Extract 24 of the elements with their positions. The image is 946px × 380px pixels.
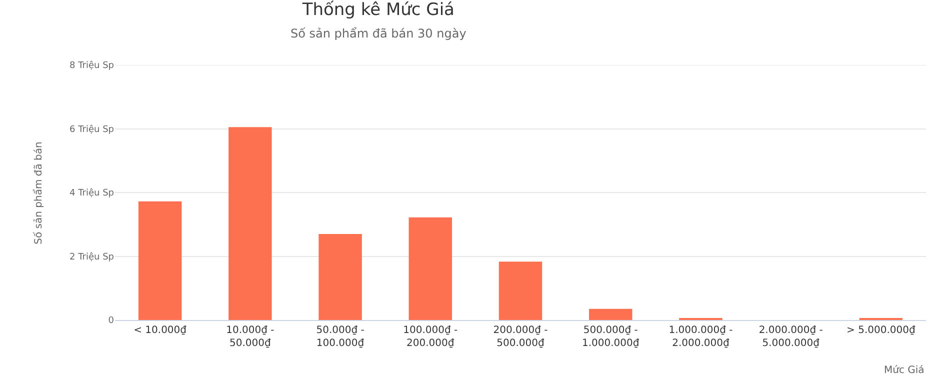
bar — [228, 127, 272, 320]
x-tick-label: 50.000₫ - 100.000₫ — [316, 325, 365, 349]
x-tick-label: 10.000₫ - 50.000₫ — [226, 325, 275, 349]
y-axis-title: Số sản phẩm đã bán — [32, 142, 44, 244]
x-tick-label: 500.000₫ - 1.000.000₫ — [582, 325, 640, 349]
y-tick-label: 0 — [108, 316, 114, 326]
x-tick-label: > 5.000.000₫ — [846, 325, 916, 336]
bar — [138, 201, 182, 320]
bar — [408, 217, 452, 320]
bar — [318, 234, 362, 320]
y-tick-label: 6 Triệu Sp — [70, 124, 114, 135]
x-tick-label: 100.000₫ - 200.000₫ — [403, 325, 458, 349]
bar — [498, 262, 542, 320]
x-tick-label: 200.000₫ - 500.000₫ — [493, 325, 548, 349]
y-tick-label: 8 Triệu Sp — [70, 60, 114, 72]
x-tick-label: 1.000.000₫ - 2.000.000₫ — [668, 325, 734, 349]
chart-title: Thống kê Mức Giá — [301, 0, 454, 20]
x-tick-label: < 10.000₫ — [134, 325, 188, 336]
x-axis-title: Mức Giá — [884, 365, 924, 376]
x-tick-label: 2.000.000₫ - 5.000.000₫ — [758, 325, 824, 349]
chart-subtitle: Số sản phẩm đã bán 30 ngày — [290, 26, 466, 40]
bar — [588, 308, 632, 320]
y-tick-label: 2 Triệu Sp — [70, 251, 114, 262]
y-tick-label: 4 Triệu Sp — [70, 188, 114, 199]
